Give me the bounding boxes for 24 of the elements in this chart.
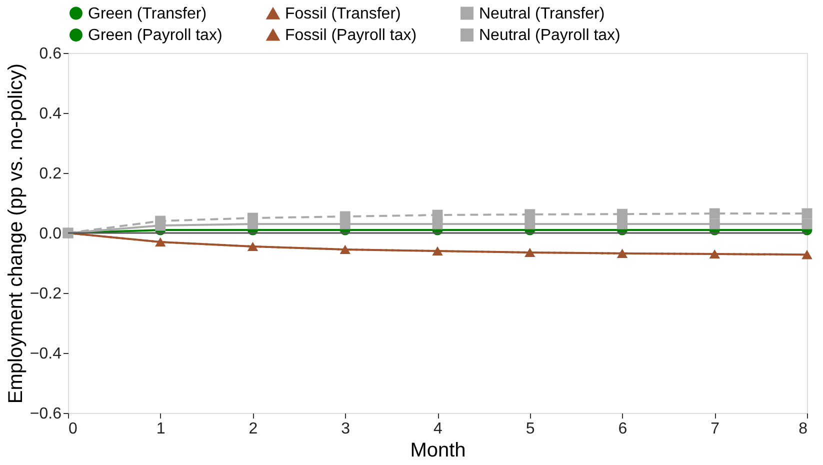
y-tick-label: −0.2 xyxy=(30,286,62,302)
legend-label: Fossil (Transfer) xyxy=(285,6,401,23)
y-tick-label: −0.4 xyxy=(30,346,62,362)
x-axis-title: Month xyxy=(410,440,466,462)
x-tick-label: 2 xyxy=(248,420,258,438)
y-tick-label: 0.4 xyxy=(39,106,62,122)
x-tick-label: 5 xyxy=(526,420,535,438)
x-tick-label: 3 xyxy=(341,420,350,438)
legend-label: Neutral (Payroll tax) xyxy=(479,27,620,44)
legend-label: Green (Payroll tax) xyxy=(88,27,222,44)
x-tick-label: 7 xyxy=(710,420,720,438)
x-tick-label: 0 xyxy=(68,420,78,438)
x-tick-label: 1 xyxy=(156,420,166,438)
legend-label: Green (Transfer) xyxy=(88,5,207,22)
x-tick-label: 6 xyxy=(618,420,628,438)
legend-label: Neutral (Transfer) xyxy=(479,5,605,22)
y-tick-label: 0.0 xyxy=(39,226,62,242)
y-tick-label: 0.6 xyxy=(39,46,62,62)
legend-label: Fossil (Payroll tax) xyxy=(285,27,417,44)
y-axis-title: Employment change (pp vs. no-policy) xyxy=(4,63,27,404)
x-tick-label: 4 xyxy=(434,420,443,438)
y-tick-label: 0.2 xyxy=(39,166,62,182)
x-tick-label: 8 xyxy=(798,420,808,438)
y-tick-label: −0.6 xyxy=(30,406,62,422)
